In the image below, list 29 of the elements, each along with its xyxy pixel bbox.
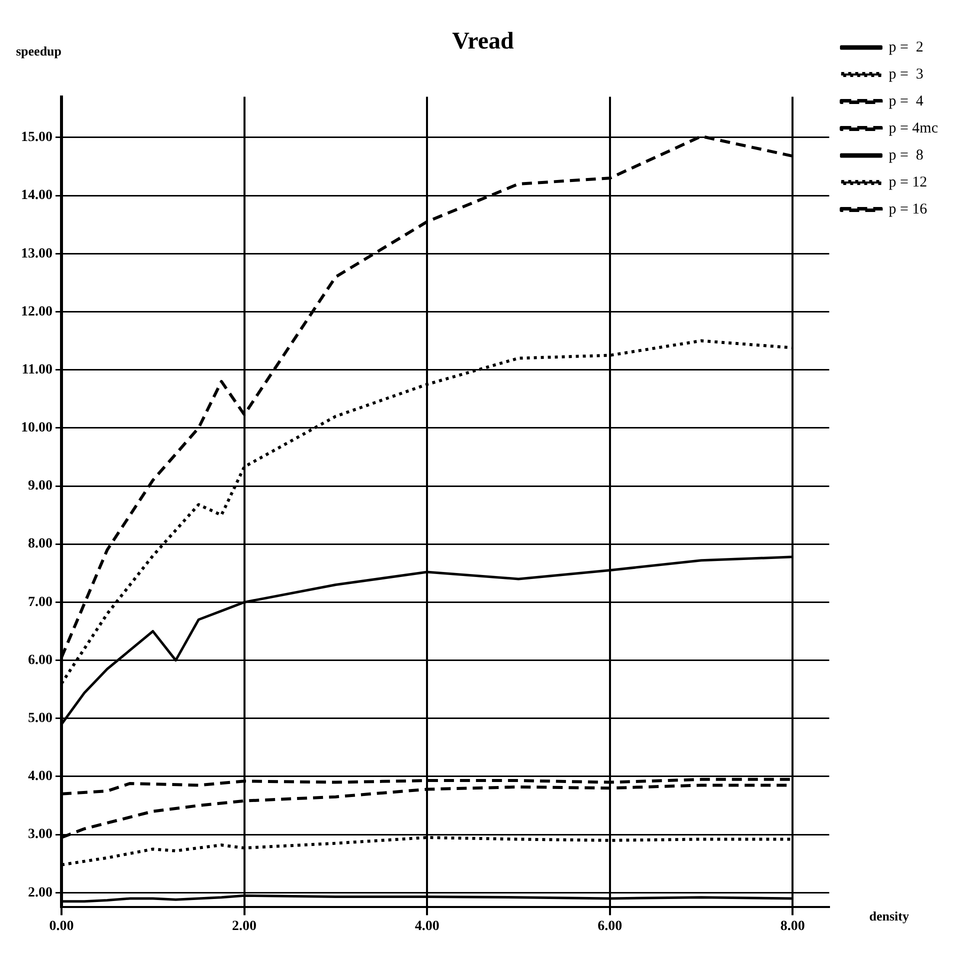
legend-label: p = 16	[888, 201, 928, 218]
y-tick-label: 14.00	[21, 188, 52, 204]
y-tick-label: 9.00	[28, 478, 52, 494]
y-axis-title: speedup	[16, 44, 62, 59]
x-axis-title: density	[869, 908, 910, 924]
y-tick-label: 8.00	[28, 536, 52, 552]
y-tick-label: 6.00	[28, 652, 52, 668]
y-tick-label: 12.00	[21, 304, 52, 320]
legend-label: p = 12	[888, 174, 928, 190]
legend-label: p = 4mc	[888, 120, 938, 136]
x-tick-label: 0.00	[49, 919, 74, 934]
y-tick-label: 11.00	[22, 362, 52, 378]
x-tick-label: 4.00	[414, 919, 440, 934]
legend-label: p = 2	[888, 39, 924, 56]
legend-label: p = 3	[888, 66, 924, 82]
chart-title: Vread	[452, 28, 515, 55]
y-tick-label: 7.00	[28, 594, 52, 610]
x-tick-label: 8.00	[780, 919, 805, 934]
y-tick-label: 15.00	[21, 130, 52, 146]
y-tick-label: 13.00	[21, 246, 52, 262]
y-tick-label: 3.00	[28, 827, 52, 842]
y-tick-label: 5.00	[28, 711, 52, 726]
y-tick-label: 2.00	[28, 885, 52, 900]
x-tick-label: 6.00	[598, 919, 622, 934]
legend-label: p = 8	[888, 147, 924, 164]
y-tick-label: 4.00	[28, 769, 52, 784]
y-tick-label: 10.00	[21, 420, 52, 436]
x-tick-label: 2.00	[232, 919, 257, 934]
legend-label: p = 4	[888, 93, 924, 110]
